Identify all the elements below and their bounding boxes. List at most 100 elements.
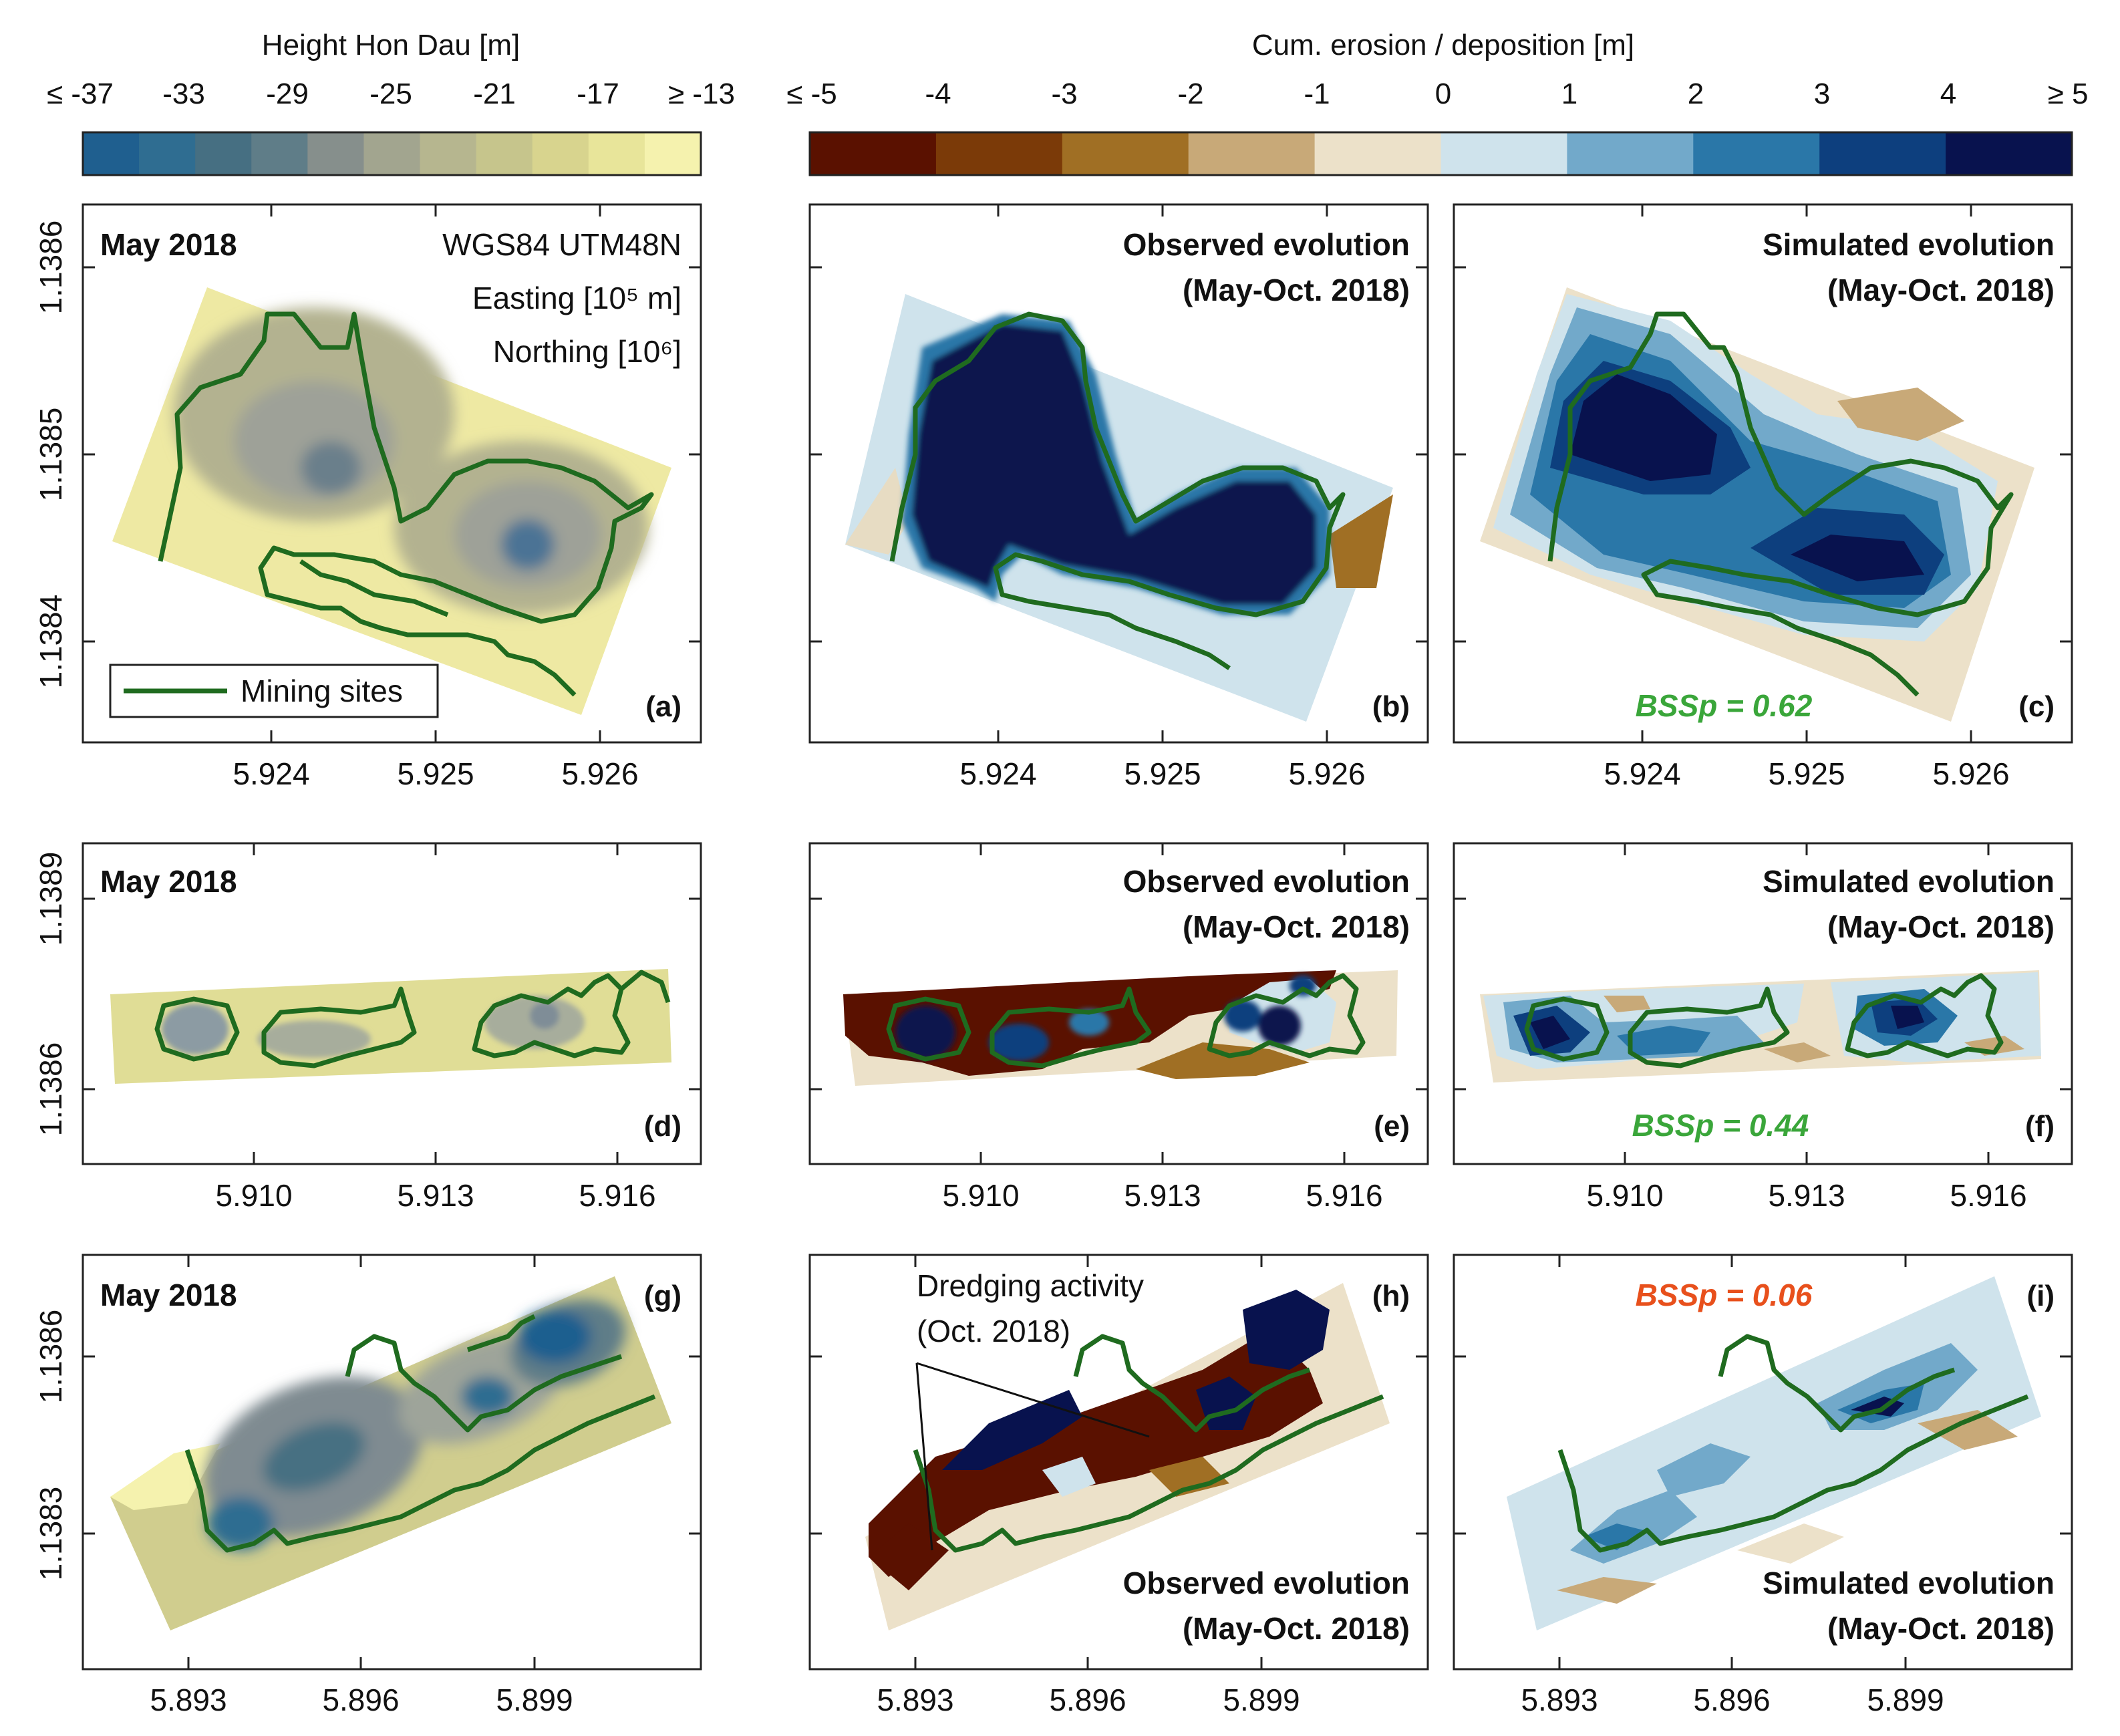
legend-erosion-tick: 4	[1940, 78, 1956, 110]
panel-d: May 2018 (d)	[82, 842, 702, 1165]
panel-title: Simulated evolution	[1763, 1566, 2055, 1600]
mining-site-boundary	[158, 311, 654, 697]
mining-site-boundary	[619, 970, 671, 1004]
map-bathymetry-a	[112, 287, 671, 715]
erosion-patch	[1737, 1524, 1844, 1564]
x-tick-label: 5.899	[1867, 1683, 1944, 1717]
colorbar-height	[82, 131, 702, 176]
bss-score: BSSp = 0.62	[1636, 688, 1813, 723]
legend-erosion-tick: -1	[1304, 78, 1330, 110]
mining-site-boundary	[1628, 986, 1790, 1068]
erosion-zone	[1136, 1042, 1310, 1079]
legend-height-tick: -29	[266, 78, 309, 110]
y-tick-label: 1.1386	[33, 1310, 68, 1404]
mining-site-boundary	[1718, 1334, 1956, 1433]
mining-sites	[1547, 311, 2014, 697]
colorbar-segment	[644, 132, 702, 175]
panel-subtitle: (May-Oct. 2018)	[1827, 909, 2055, 944]
map-bathymetry-d	[110, 969, 671, 1084]
panel-h: Dredging activity (Oct. 2018) (h) Observ…	[808, 1254, 1429, 1671]
pit-east-deep	[501, 519, 555, 570]
y-tick-label: 1.1383	[33, 1487, 68, 1581]
pit-deep	[461, 1377, 514, 1417]
tick-marks	[83, 204, 2072, 1669]
mining-sites	[913, 1334, 1384, 1553]
deposition-core	[1258, 1006, 1301, 1046]
x-tick-label: 5.896	[1693, 1683, 1770, 1717]
legend-height-tick: -21	[473, 78, 516, 110]
legend-height: Height Hon Dau [m] ≤ -37 -33 -29 -25 -21…	[47, 29, 735, 176]
panel-c: Simulated evolution (May-Oct. 2018) BSSp…	[1453, 203, 2073, 744]
erosion-zone	[869, 1524, 949, 1590]
deposition-zone	[1570, 1490, 1697, 1564]
map-legend: Mining sites	[109, 664, 439, 718]
deposition-core	[1069, 1009, 1109, 1036]
colorbar-segment	[420, 132, 477, 175]
panel-subtitle: (May-Oct. 2018)	[1183, 1611, 1410, 1646]
mining-site-boundary	[466, 1314, 536, 1352]
legend-erosion-tick: ≥ 5	[2048, 78, 2089, 110]
plot-frame	[1453, 203, 2073, 744]
mining-site-boundary	[261, 986, 417, 1068]
pit	[257, 1020, 371, 1058]
panel-i: BSSp = 0.06 (i) Simulated evolution (May…	[1453, 1254, 2073, 1671]
map-erosion-i	[1507, 1276, 2041, 1630]
panel-subtitle: (May-Oct. 2018)	[1183, 273, 1410, 307]
legend-erosion-tick: 0	[1435, 78, 1451, 110]
erosion-patch	[1918, 1410, 2018, 1450]
colorbar-segment	[1819, 132, 1946, 175]
plot-frame	[808, 203, 1429, 744]
x-tick-label: 5.899	[496, 1683, 573, 1717]
panel-letter: (b)	[1372, 690, 1410, 723]
x-tick-label: 5.926	[1288, 756, 1365, 791]
panel-letter: (g)	[644, 1280, 682, 1312]
dredging-note: Dredging activity	[917, 1268, 1144, 1303]
mining-sites	[886, 973, 1366, 1068]
colorbar-segment	[1188, 132, 1316, 175]
colorbar-segment	[195, 132, 252, 175]
panel-letter: (a)	[645, 690, 682, 723]
x-tick-label: 5.893	[1521, 1683, 1598, 1717]
plot-frame	[82, 842, 702, 1165]
panel-subtitle: (May-Oct. 2018)	[1827, 273, 2055, 307]
panel-title: Observed evolution	[1123, 1566, 1410, 1600]
map-legend-label: Mining sites	[241, 674, 403, 708]
pit-deep	[518, 1310, 591, 1363]
legend-height-tick: ≥ -13	[668, 78, 735, 110]
legend-height-ticks: ≤ -37 -33 -29 -25 -21 -17 ≥ -13	[47, 78, 735, 110]
annotation-line	[915, 1362, 933, 1551]
mining-site-boundary	[472, 973, 631, 1058]
mining-site-boundary	[184, 1394, 656, 1553]
colorbar-segment	[251, 132, 308, 175]
panel-date: May 2018	[100, 864, 237, 899]
legend-erosion-tick: -3	[1051, 78, 1077, 110]
panel-f: Simulated evolution (May-Oct. 2018) BSSp…	[1453, 842, 2073, 1165]
legend-height-tick: ≤ -37	[47, 78, 114, 110]
legend-height-title: Height Hon Dau [m]	[262, 29, 520, 61]
mining-site-boundary	[1207, 973, 1366, 1058]
axes: 5.924 5.925 5.926 5.924 5.925 5.926 5.92…	[33, 204, 2072, 1717]
erosion-patch	[1837, 388, 1964, 441]
panel-g: May 2018 (g)	[82, 1254, 702, 1671]
pit-west-deep	[301, 441, 361, 494]
colorbar-segment	[1062, 132, 1189, 175]
pit-deep	[263, 1422, 365, 1491]
panel-date: May 2018	[100, 1278, 237, 1312]
plot-frame	[1453, 842, 2073, 1165]
panel-letter: (c)	[2018, 690, 2055, 723]
legend-erosion-tick: ≤ -5	[786, 78, 837, 110]
colorbar-segment	[588, 132, 645, 175]
x-tick-label: 5.916	[579, 1178, 655, 1213]
x-tick-label: 5.926	[1932, 756, 2009, 791]
colorbar-segment	[1314, 132, 1441, 175]
mining-site-boundary	[299, 559, 449, 617]
y-tick-label: 1.1386	[33, 221, 68, 315]
sediment-patch	[1330, 494, 1393, 588]
panel-subtitle: (May-Oct. 2018)	[1183, 909, 1410, 944]
map-erosion-f	[1480, 970, 2041, 1082]
colorbar-segment	[1441, 132, 1567, 175]
y-tick-label: 1.1389	[33, 852, 68, 946]
deposition-core	[1570, 374, 1717, 481]
x-tick-label: 5.899	[1223, 1683, 1300, 1717]
sediment-patch	[845, 468, 909, 555]
